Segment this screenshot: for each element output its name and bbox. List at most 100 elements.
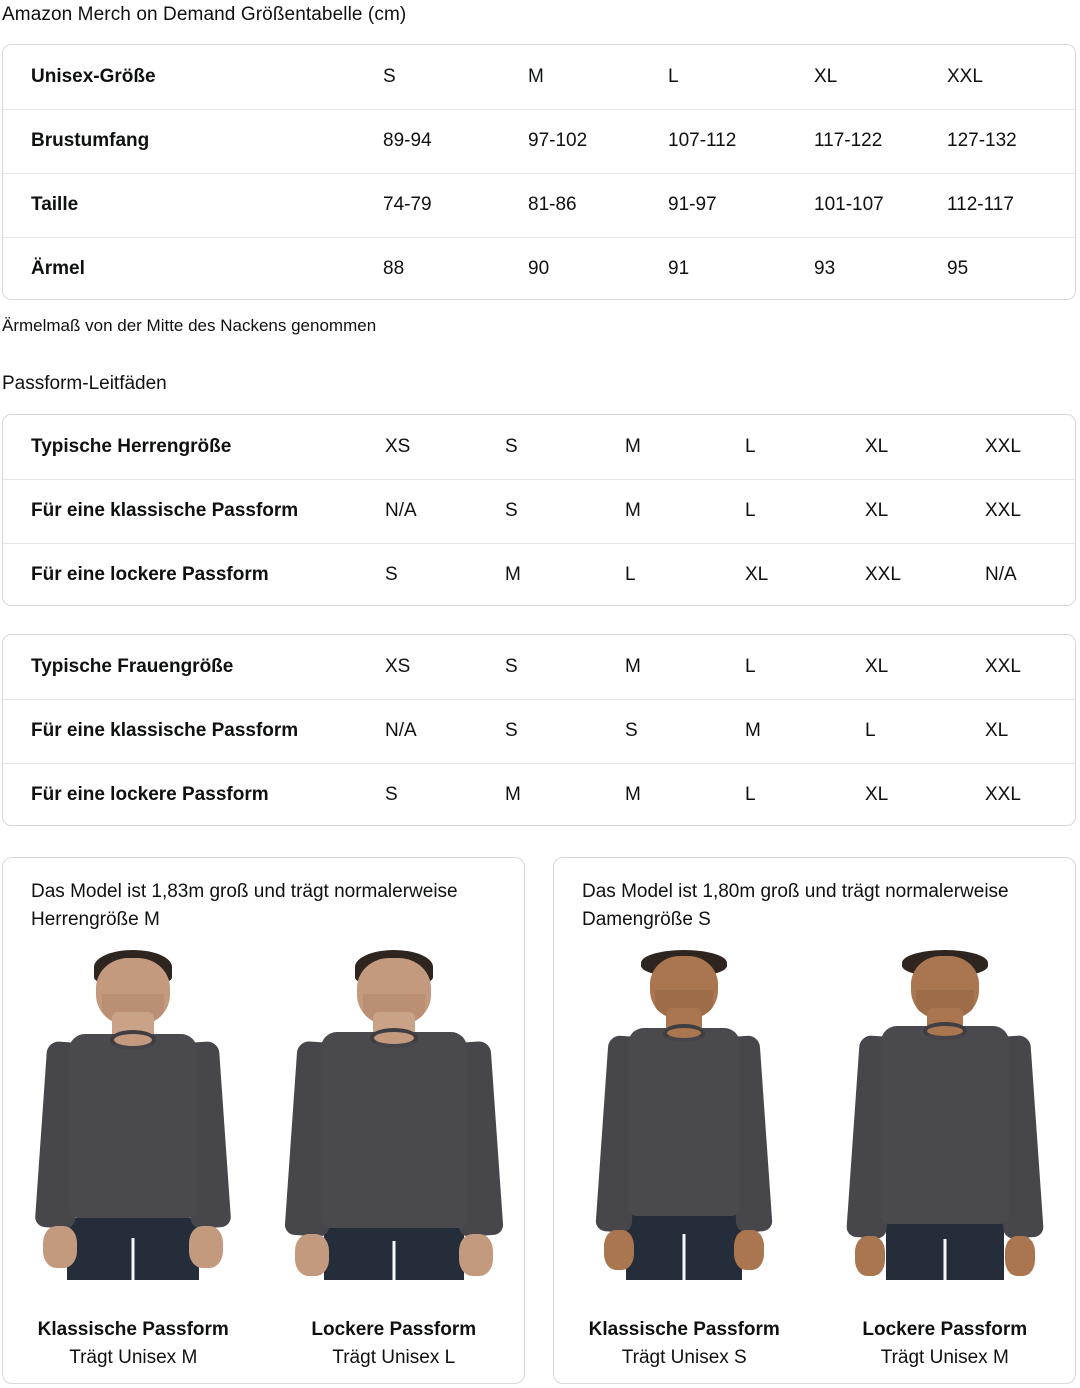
table-row-header: Unisex-Größe S M L XL XXL — [3, 45, 1075, 109]
waist-xxl: 112-117 — [947, 172, 1075, 237]
womens-classic-6: XL — [985, 698, 1075, 763]
shirt-body — [69, 1034, 198, 1218]
womens-classic-1: N/A — [385, 698, 505, 763]
page-title: Amazon Merch on Demand Größentabelle (cm… — [2, 4, 407, 25]
table-row: Für eine lockere Passform S M M L XL XXL — [3, 762, 1075, 825]
table-row: Für eine klassische Passform N/A S M L X… — [3, 478, 1075, 543]
womens-relaxed-6: XXL — [985, 762, 1075, 825]
mens-typical-5: XL — [865, 435, 889, 457]
mens-classic-1: N/A — [385, 478, 505, 543]
header-size-xl: XL — [814, 65, 838, 87]
mens-relaxed-4: XL — [745, 542, 865, 605]
mens-classic-4: L — [745, 478, 865, 543]
womens-typical-2: S — [505, 655, 518, 677]
mens-typical-3: M — [625, 435, 641, 457]
mens-classic-5: XL — [865, 478, 985, 543]
sleeve-xxl: 95 — [947, 236, 1075, 299]
jeans — [885, 1220, 1004, 1280]
collar — [922, 1022, 967, 1040]
mens-typical-4: L — [745, 435, 756, 457]
waist-m: 81-86 — [528, 172, 668, 237]
sleeve-s: 88 — [383, 236, 528, 299]
row-label-womens-classic-fit: Für eine klassische Passform — [3, 698, 385, 763]
row-label-mens-classic-fit: Für eine klassische Passform — [3, 478, 385, 543]
male-classic-fit-photo — [3, 942, 264, 1280]
womens-classic-3: S — [625, 698, 745, 763]
womens-relaxed-4: L — [745, 762, 865, 825]
jeans — [67, 1218, 200, 1280]
collar — [663, 1024, 706, 1042]
womens-classic-5: L — [865, 698, 985, 763]
mens-relaxed-3: L — [625, 542, 745, 605]
header-size-l: L — [668, 65, 679, 87]
fit-guides-heading: Passform-Leitfäden — [2, 373, 167, 394]
row-label-sleeve: Ärmel — [3, 236, 383, 299]
left-hand — [604, 1230, 635, 1270]
waist-l: 91-97 — [668, 172, 814, 237]
sleeve-m: 90 — [528, 236, 668, 299]
female-classic-fit-size: Trägt Unisex S — [621, 1347, 747, 1368]
male-model-photos — [3, 942, 524, 1280]
female-classic-fit-photo — [554, 942, 815, 1280]
row-label-waist: Taille — [3, 172, 383, 237]
mens-typical-6: XXL — [985, 435, 1021, 457]
female-relaxed-fit-size: Trägt Unisex M — [880, 1347, 1009, 1368]
male-model-description: Das Model ist 1,83m groß und trägt norma… — [31, 881, 458, 930]
mens-typical-1: XS — [385, 435, 411, 457]
womens-classic-2: S — [505, 698, 625, 763]
womens-classic-4: M — [745, 698, 865, 763]
table-row: Für eine klassische Passform N/A S S M L… — [3, 698, 1075, 763]
womens-relaxed-3: M — [625, 762, 745, 825]
collar — [110, 1030, 157, 1050]
female-model-card: Das Model ist 1,80m groß und trägt norma… — [553, 857, 1076, 1384]
male-relaxed-fit-photo — [264, 942, 525, 1280]
table-row: Typische Frauengröße XS S M L XL XXL — [3, 635, 1075, 699]
male-fit-captions: Klassische Passform Trägt Unisex M Locke… — [3, 1319, 524, 1369]
right-hand — [458, 1234, 493, 1276]
female-model-photos — [554, 942, 1075, 1280]
female-fit-captions: Klassische Passform Trägt Unisex S Locke… — [554, 1319, 1075, 1369]
table-row: Ärmel 88 90 91 93 95 — [3, 236, 1075, 299]
mens-relaxed-5: XXL — [865, 542, 985, 605]
size-measurement-table: Unisex-Größe S M L XL XXL Brustumfang 89… — [2, 44, 1076, 300]
sleeve-xl: 93 — [814, 236, 947, 299]
jeans — [626, 1212, 743, 1280]
shirt-body — [880, 1026, 1009, 1224]
mens-typical-2: S — [505, 435, 518, 457]
female-classic-fit-title: Klassische Passform — [588, 1319, 780, 1340]
right-hand — [1004, 1236, 1035, 1276]
header-size-s: S — [383, 65, 396, 87]
left-hand — [43, 1226, 78, 1268]
right-hand — [734, 1230, 765, 1270]
mens-fit-guide-table: Typische Herrengröße XS S M L XL XXL Für… — [2, 414, 1076, 606]
male-classic-caption: Klassische Passform Trägt Unisex M — [3, 1319, 264, 1369]
right-hand — [189, 1226, 224, 1268]
header-size-xxl: XXL — [947, 65, 983, 87]
womens-typical-4: L — [745, 655, 756, 677]
chest-l: 107-112 — [668, 108, 814, 173]
womens-relaxed-5: XL — [865, 762, 985, 825]
waist-xl: 101-107 — [814, 172, 947, 237]
table-row: Taille 74-79 81-86 91-97 101-107 112-117 — [3, 172, 1075, 237]
womens-typical-5: XL — [865, 655, 889, 677]
jeans — [323, 1222, 464, 1280]
womens-typical-1: XS — [385, 655, 411, 677]
row-label-mens-relaxed-fit: Für eine lockere Passform — [3, 542, 385, 605]
mens-classic-2: S — [505, 478, 625, 543]
mens-relaxed-6: N/A — [985, 542, 1075, 605]
male-classic-fit-title: Klassische Passform — [37, 1319, 229, 1340]
female-relaxed-caption: Lockere Passform Trägt Unisex M — [815, 1319, 1076, 1369]
womens-relaxed-2: M — [505, 762, 625, 825]
header-size-m: M — [528, 65, 544, 87]
mens-relaxed-2: M — [505, 542, 625, 605]
header-label: Unisex-Größe — [31, 65, 156, 87]
left-hand — [294, 1234, 329, 1276]
row-label-typical-womens-size: Typische Frauengröße — [31, 655, 234, 677]
sleeve-l: 91 — [668, 236, 814, 299]
chest-m: 97-102 — [528, 108, 668, 173]
male-relaxed-caption: Lockere Passform Trägt Unisex L — [264, 1319, 525, 1369]
female-relaxed-fit-photo — [815, 942, 1076, 1280]
table-row: Für eine lockere Passform S M L XL XXL N… — [3, 542, 1075, 605]
left-hand — [854, 1236, 885, 1276]
